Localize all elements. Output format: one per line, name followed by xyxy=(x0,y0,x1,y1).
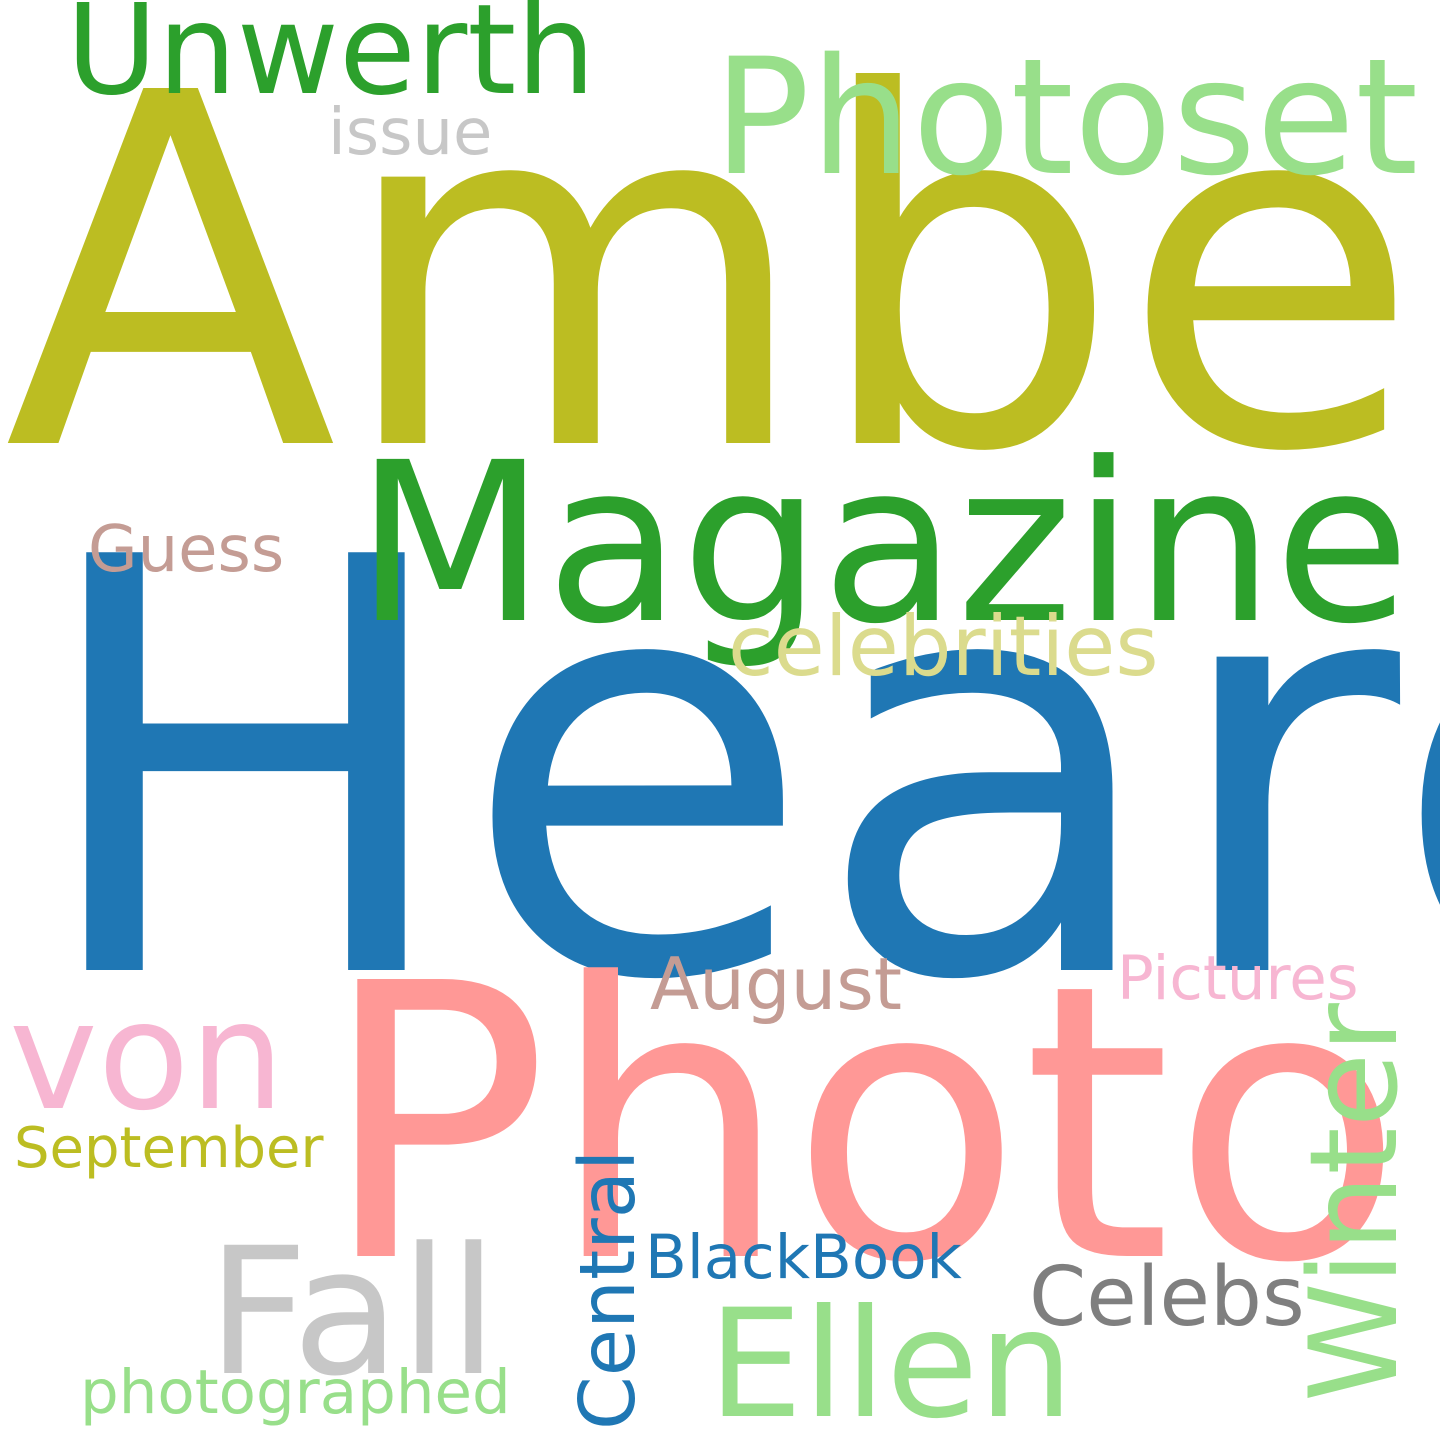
word-von: von xyxy=(9,970,285,1144)
word-celebs: Celebs xyxy=(1029,1250,1305,1345)
word-photoset: Photoset xyxy=(713,24,1419,211)
word-blackbook: BlackBook xyxy=(645,1222,962,1293)
word-issue: issue xyxy=(328,96,493,170)
word-august: August xyxy=(650,942,902,1026)
word-photo: Photo xyxy=(320,903,1404,1346)
word-photographed: photographed xyxy=(80,1357,511,1428)
word-magazine: Magazine xyxy=(355,416,1411,673)
word-central: Central xyxy=(564,1149,653,1430)
word-winter: Winter xyxy=(1284,1003,1425,1402)
word-heard: Heard xyxy=(30,439,1440,1106)
word-celebrities: celebrities xyxy=(728,598,1159,695)
word-fall: Fall xyxy=(207,1210,498,1415)
word-september: September xyxy=(14,1116,324,1181)
word-ellen: Ellen xyxy=(708,1278,1074,1452)
word-guess: Guess xyxy=(88,513,285,587)
word-pictures: Pictures xyxy=(1117,943,1359,1014)
word-amber: Amber xyxy=(4,0,1440,558)
word-unwerth: Unwerth xyxy=(66,0,596,123)
